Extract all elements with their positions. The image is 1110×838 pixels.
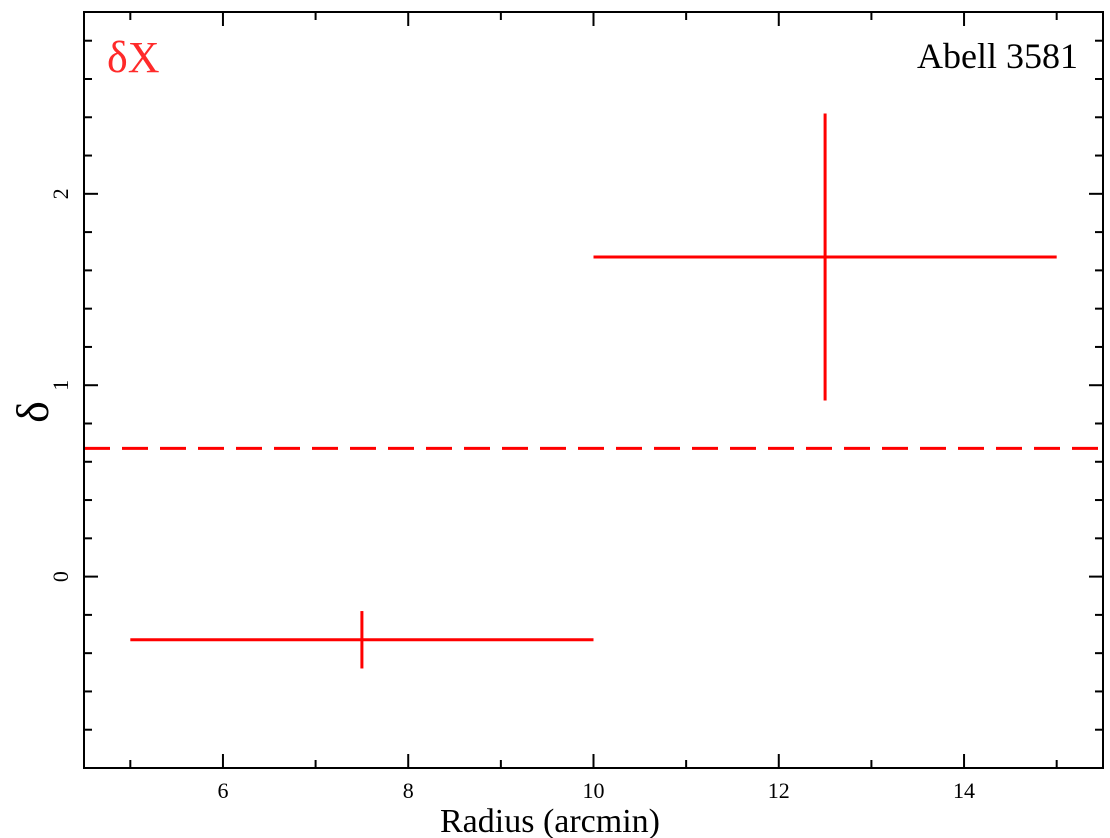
data-point [593,113,1057,401]
plot-frame [83,11,1104,769]
data-layer [84,113,1103,669]
cluster-annotation: Abell 3581 [917,36,1078,76]
y-tick-label: 0 [48,571,73,582]
x-tick-label: 14 [953,778,975,803]
y-tick-label: 2 [48,188,73,199]
series-label: δX [107,33,160,82]
x-tick-label: 6 [217,778,228,803]
y-tick-label: 1 [48,380,73,391]
x-tick-label: 8 [403,778,414,803]
x-tick-label: 10 [583,778,605,803]
data-point [130,611,594,669]
y-axis-label: δ [7,401,58,423]
x-axis-label: Radius (arcmin) [440,803,660,838]
x-tick-label: 12 [768,778,790,803]
